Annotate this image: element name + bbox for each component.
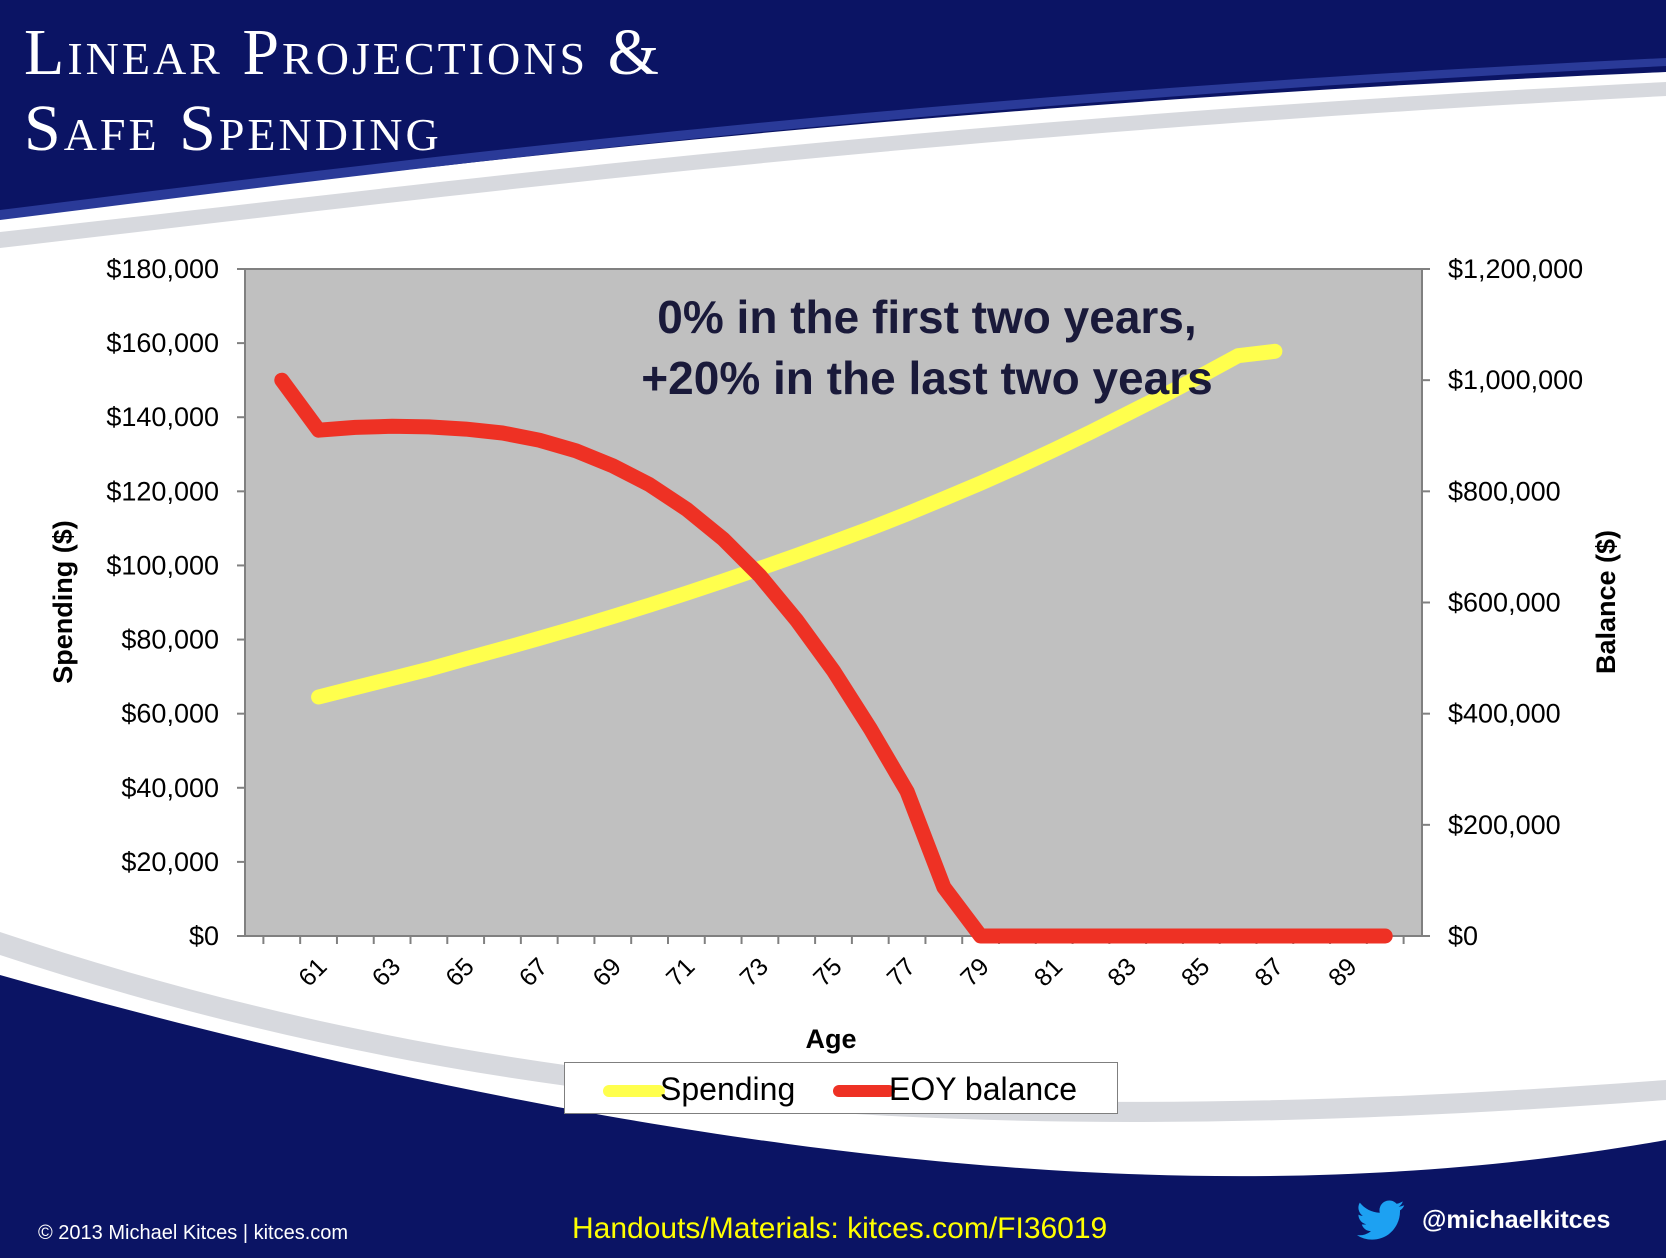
series-line-spending [311,343,1283,705]
y-left-tick-label: $100,000 [106,550,219,580]
y-right-tick-label: $400,000 [1448,699,1561,729]
y-left-tick-label: $140,000 [106,402,219,432]
y-right-tick-label: $600,000 [1448,588,1561,618]
x-tick-label: 89 [1323,953,1362,992]
annotation-line-2: +20% in the last two years [641,352,1212,404]
x-tick-label: 79 [955,953,994,992]
y-left-tick-label: $40,000 [121,773,219,803]
x-tick-label: 85 [1176,953,1215,992]
x-tick-label: 61 [293,953,332,992]
plot-area [244,268,1423,937]
x-tick-label: 65 [440,953,479,992]
x-tick-label: 83 [1102,953,1141,992]
y-left-tick-label: $80,000 [121,625,219,655]
y-left-tick-label: $0 [189,921,219,951]
y-left-tick-label: $120,000 [106,476,219,506]
y-right-tick-label: $200,000 [1448,810,1561,840]
x-tick-label: 63 [367,953,406,992]
x-axis-label: Age [805,1024,856,1054]
x-tick-label: 81 [1029,953,1068,992]
x-tick-label: 73 [735,953,774,992]
y-axis-label-right: Balance ($) [1591,530,1621,674]
x-tick-label: 71 [661,953,700,992]
x-tick-label: 67 [514,953,553,992]
y-axis-label-left: Spending ($) [48,520,78,684]
chart-legend: Spending EOY balance [564,1062,1118,1114]
y-right-tick-label: $1,200,000 [1448,254,1583,284]
footer-copyright: © 2013 Michael Kitces | kitces.com [38,1222,349,1244]
y-left-tick-label: $20,000 [121,847,219,877]
y-right-tick-label: $1,000,000 [1448,365,1583,395]
series-line-eoy-balance [274,372,1393,944]
y-right-tick-label: $800,000 [1448,476,1561,506]
footer-handouts-link[interactable]: Handouts/Materials: kitces.com/FI36019 [572,1212,1108,1245]
y-left-tick-label: $160,000 [106,328,219,358]
x-tick-label: 69 [587,953,626,992]
x-tick-label: 87 [1249,953,1288,992]
annotation-line-1: 0% in the first two years, [657,291,1196,343]
slide-title-line-2: Safe Spending [24,92,442,165]
slide-title-line-1: Linear Projections & [24,16,662,89]
twitter-bird-icon[interactable] [1352,1196,1410,1244]
y-left-tick-label: $180,000 [106,254,219,284]
legend-swatch-spending [603,1085,665,1097]
y-right-tick-label: $0 [1448,921,1478,951]
legend-label-spending: Spending [660,1071,796,1107]
x-tick-label: 75 [808,953,847,992]
legend-label-balance: EOY balance [889,1071,1077,1107]
y-left-tick-label: $60,000 [121,699,219,729]
legend-swatch-balance [833,1085,895,1097]
x-tick-label: 77 [882,953,921,992]
twitter-handle[interactable]: @michaelkitces [1422,1206,1611,1234]
